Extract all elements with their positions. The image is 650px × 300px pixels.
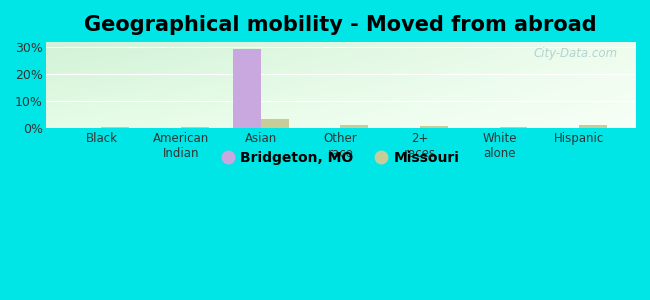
Bar	[101, 127, 129, 128]
Bar	[341, 125, 368, 128]
Title: Geographical mobility - Moved from abroad: Geographical mobility - Moved from abroa…	[84, 15, 597, 35]
Bar	[233, 49, 261, 128]
Text: City-Data.com: City-Data.com	[533, 47, 618, 60]
Legend: Bridgeton, MO, Missouri: Bridgeton, MO, Missouri	[215, 146, 465, 171]
Bar	[261, 118, 289, 128]
Bar	[181, 127, 209, 128]
Bar	[420, 126, 448, 128]
Bar	[579, 125, 607, 128]
